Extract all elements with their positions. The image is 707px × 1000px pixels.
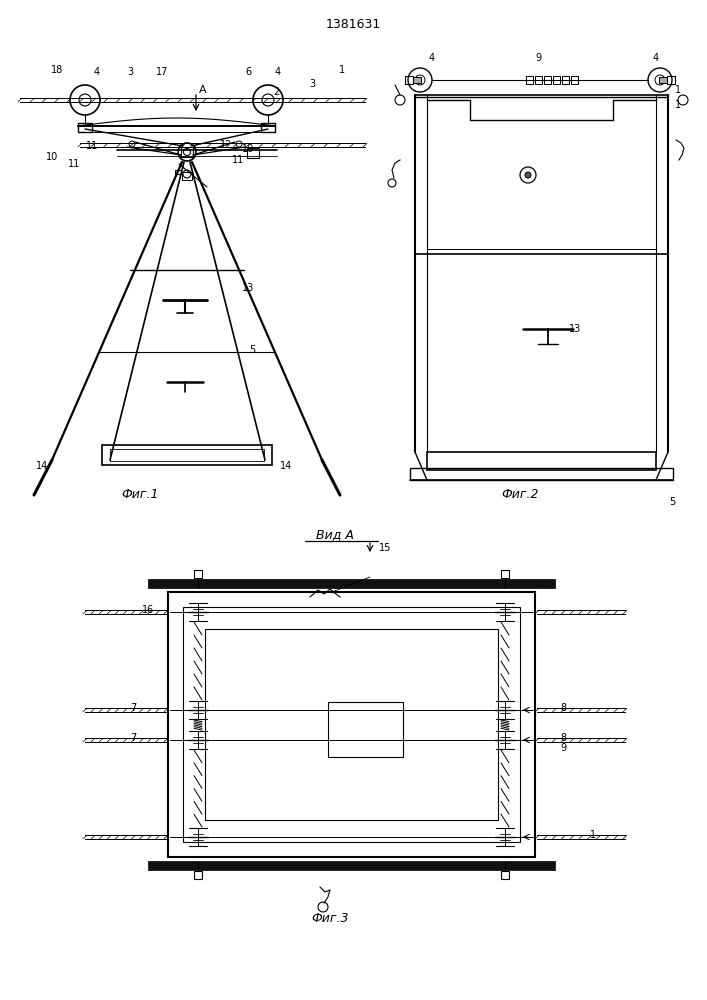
Text: 8: 8 <box>560 733 566 743</box>
Text: 9: 9 <box>560 743 566 753</box>
Bar <box>667 76 675 84</box>
Text: 4: 4 <box>653 53 659 63</box>
Bar <box>526 76 533 84</box>
Bar <box>148 579 555 588</box>
Text: 4: 4 <box>429 53 435 63</box>
Bar <box>148 861 555 870</box>
Bar <box>183 607 520 842</box>
Text: 16: 16 <box>142 605 154 615</box>
Text: Фиг.3: Фиг.3 <box>311 912 349 924</box>
Text: 6: 6 <box>245 67 251 77</box>
Bar <box>501 570 509 578</box>
Bar <box>78 123 92 132</box>
Circle shape <box>525 172 531 178</box>
Bar <box>194 570 202 578</box>
Text: 1: 1 <box>339 65 345 75</box>
Text: 14: 14 <box>280 461 292 471</box>
Text: 17: 17 <box>156 67 168 77</box>
Bar <box>182 172 192 180</box>
Bar <box>659 77 667 83</box>
Text: 14: 14 <box>36 461 48 471</box>
Bar <box>110 449 264 461</box>
Bar <box>405 76 413 84</box>
Text: Вид А: Вид А <box>316 528 354 542</box>
Text: 2: 2 <box>273 87 279 97</box>
Text: 5: 5 <box>669 497 675 507</box>
Bar <box>571 76 578 84</box>
Text: 4: 4 <box>275 67 281 77</box>
Bar <box>535 76 542 84</box>
Text: 13: 13 <box>242 283 254 293</box>
Text: 1381631: 1381631 <box>325 18 380 31</box>
Bar <box>427 452 656 470</box>
Bar <box>413 77 421 83</box>
Bar <box>181 147 193 157</box>
Text: 7: 7 <box>130 733 136 743</box>
Text: 1: 1 <box>590 830 596 840</box>
Bar <box>175 170 181 174</box>
Text: 4: 4 <box>94 67 100 77</box>
Text: A: A <box>199 85 207 95</box>
Bar <box>205 629 498 820</box>
Bar <box>168 592 535 857</box>
Bar <box>501 871 509 879</box>
Text: 12: 12 <box>220 140 232 150</box>
Bar <box>410 468 673 480</box>
Text: 8: 8 <box>560 703 566 713</box>
Text: 7: 7 <box>130 703 136 713</box>
Text: 1: 1 <box>675 85 681 95</box>
Bar <box>544 76 551 84</box>
Text: 18: 18 <box>51 65 63 75</box>
Text: 5: 5 <box>249 345 255 355</box>
Bar <box>247 148 259 158</box>
Text: 10: 10 <box>46 152 58 162</box>
Bar <box>553 76 560 84</box>
Text: 13: 13 <box>569 324 581 334</box>
Bar <box>328 702 403 756</box>
Text: Фиг.1: Фиг.1 <box>121 488 159 502</box>
Text: 1: 1 <box>675 100 681 110</box>
Text: 11: 11 <box>232 155 244 165</box>
Bar <box>194 871 202 879</box>
Text: 3: 3 <box>127 67 133 77</box>
Bar <box>102 445 272 465</box>
Bar <box>261 123 275 132</box>
Text: 10: 10 <box>242 144 254 154</box>
Text: 3: 3 <box>309 79 315 89</box>
Text: 11: 11 <box>86 141 98 151</box>
Text: 9: 9 <box>535 53 541 63</box>
Bar <box>562 76 569 84</box>
Text: 15: 15 <box>379 543 391 553</box>
Text: Фиг.2: Фиг.2 <box>501 488 539 502</box>
Text: 11: 11 <box>68 159 80 169</box>
